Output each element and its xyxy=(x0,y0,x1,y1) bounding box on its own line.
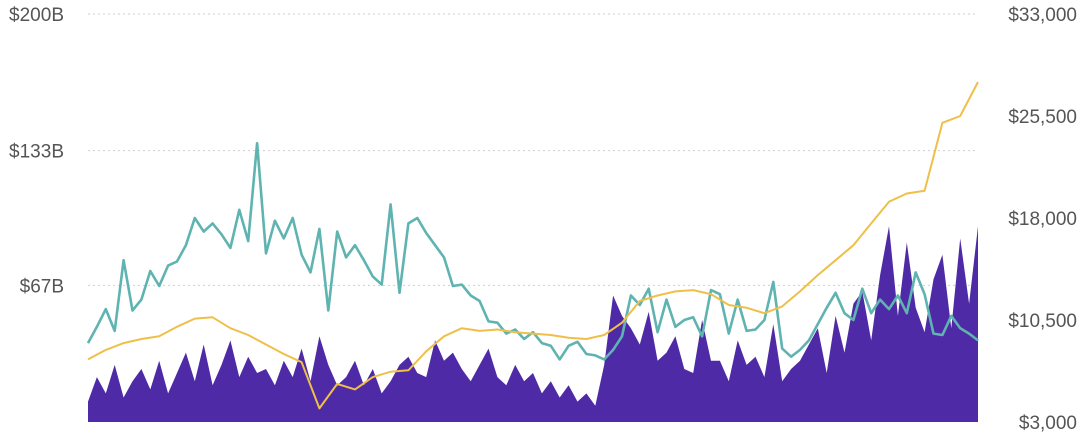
left-tick-label: $133B xyxy=(9,142,64,163)
price-lines-layer xyxy=(86,81,979,410)
gridlines xyxy=(88,13,978,286)
right-tick-label: $10,500 xyxy=(1008,311,1077,332)
left-tick-label: $200B xyxy=(9,5,64,26)
right-tick-label: $33,000 xyxy=(1008,5,1077,26)
right-axis-ticks: $33,000 $25,500 $18,000 $10,500 $3,000 xyxy=(1008,5,1077,434)
left-tick-label: $67B xyxy=(20,276,64,297)
volume-area xyxy=(88,226,978,422)
right-tick-label: $25,500 xyxy=(1008,107,1077,128)
gold-series-line xyxy=(87,81,979,410)
teal-series-line xyxy=(86,141,979,361)
left-axis-ticks: $200B $133B $67B xyxy=(9,5,64,297)
right-tick-label: $3,000 xyxy=(1019,413,1077,434)
volume-area-layer xyxy=(88,226,978,422)
right-tick-label: $18,000 xyxy=(1008,209,1077,230)
